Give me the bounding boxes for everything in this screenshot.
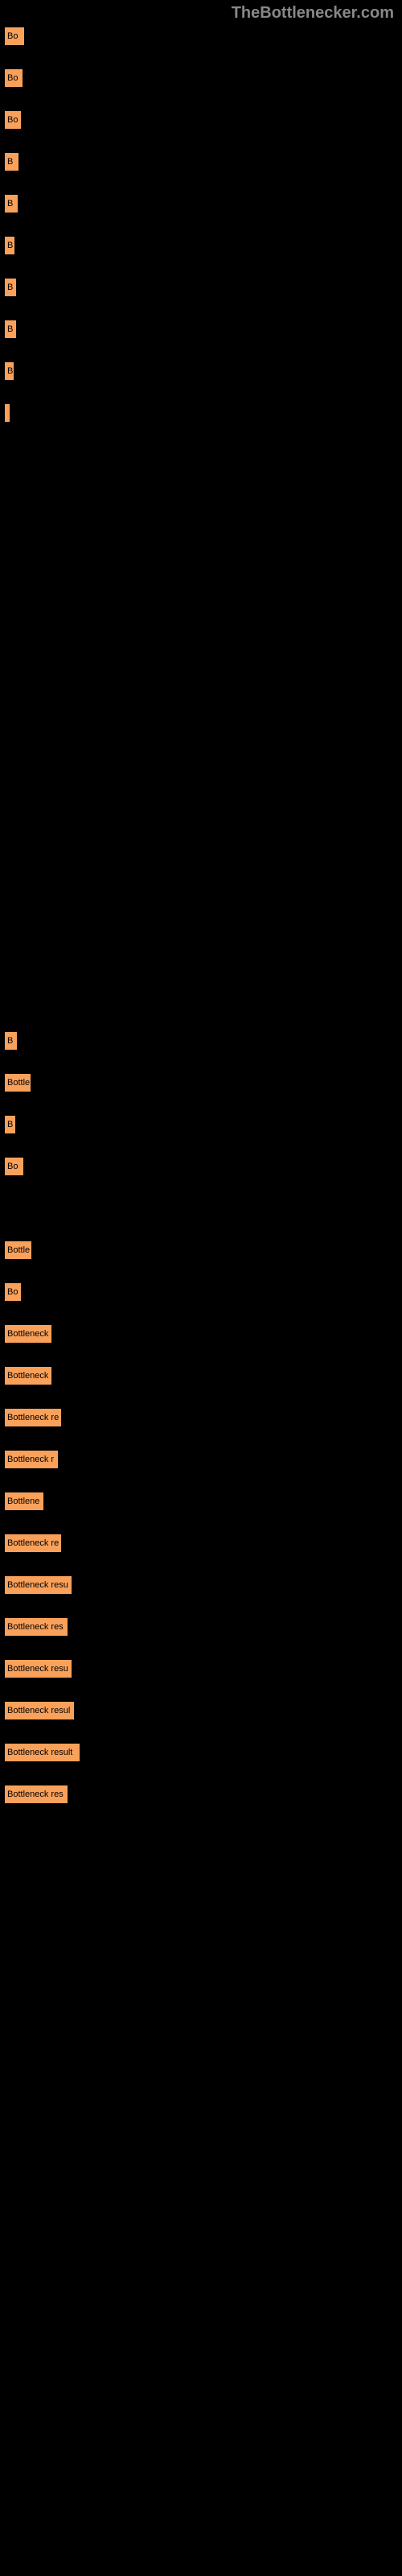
bar: Bottleneck res <box>4 1785 68 1804</box>
bar-row: B <box>4 278 398 297</box>
bar-row: Bottleneck re <box>4 1534 398 1553</box>
bar-row <box>4 738 398 758</box>
bar: Bottleneck result <box>4 1743 80 1762</box>
bar-row: Bottleneck resu <box>4 1575 398 1595</box>
bar: Bo <box>4 68 23 88</box>
bar-row: Bottleneck resu <box>4 1659 398 1678</box>
bar-row <box>4 445 398 464</box>
bar-row <box>4 947 398 967</box>
bar-row: Bo <box>4 1157 398 1176</box>
bar: B <box>4 361 14 381</box>
bar-row: B <box>4 1115 398 1134</box>
bar: Bottleneck resu <box>4 1575 72 1595</box>
bar-row: B <box>4 152 398 171</box>
bar: Bo <box>4 27 25 46</box>
bar: Bottleneck <box>4 1366 52 1385</box>
bar-row <box>4 487 398 506</box>
bar: B <box>4 236 15 255</box>
bar-row: Bottlene <box>4 1492 398 1511</box>
bar: Bottle <box>4 1241 32 1260</box>
bar-row <box>4 864 398 883</box>
bar-chart: Bo Bo Bo B B B B B B B Bottle B Bo Bottle Bo Bottleneck… <box>0 27 402 1804</box>
bar-row: Bottleneck r <box>4 1450 398 1469</box>
bar-row: Bo <box>4 27 398 46</box>
bar: Bottleneck r <box>4 1450 59 1469</box>
bar-row: Bottle <box>4 1073 398 1092</box>
bar-row <box>4 989 398 1009</box>
bar: B <box>4 278 17 297</box>
bar-row <box>4 571 398 590</box>
bar-row <box>4 906 398 925</box>
bar-row: B <box>4 320 398 339</box>
bar-row: Bo <box>4 68 398 88</box>
bar-row: Bottleneck <box>4 1366 398 1385</box>
bar: B <box>4 152 19 171</box>
bar-row <box>4 822 398 841</box>
bar-row <box>4 403 398 423</box>
bar: B <box>4 320 17 339</box>
bar-row: Bo <box>4 110 398 130</box>
bar <box>4 403 10 423</box>
bar-row: B <box>4 1031 398 1051</box>
bar-row: Bottleneck resul <box>4 1701 398 1720</box>
bar: Bottlene <box>4 1492 44 1511</box>
bar-row <box>4 613 398 632</box>
bar-row <box>4 654 398 674</box>
bar-row: Bo <box>4 1282 398 1302</box>
bar: B <box>4 1115 16 1134</box>
bar: Bottleneck re <box>4 1408 62 1427</box>
bar: Bottleneck re <box>4 1534 62 1553</box>
bar: Bo <box>4 110 22 130</box>
bar: Bo <box>4 1282 22 1302</box>
bar-row: B <box>4 361 398 381</box>
bar-row <box>4 696 398 716</box>
bar: B <box>4 1031 18 1051</box>
bar-row: Bottleneck res <box>4 1617 398 1637</box>
bar-row <box>4 780 398 799</box>
bar: Bottleneck resul <box>4 1701 75 1720</box>
bar: Bottleneck res <box>4 1617 68 1637</box>
bar-row: Bottleneck result <box>4 1743 398 1762</box>
bar: B <box>4 194 18 213</box>
bar: Bottleneck <box>4 1324 52 1344</box>
bar: Bo <box>4 1157 24 1176</box>
bar-row: B <box>4 194 398 213</box>
bar-row: Bottle <box>4 1241 398 1260</box>
bar: Bottle <box>4 1073 31 1092</box>
bar-row: Bottleneck res <box>4 1785 398 1804</box>
bar-row: Bottleneck re <box>4 1408 398 1427</box>
bar-row: B <box>4 236 398 255</box>
watermark: TheBottlenecker.com <box>232 4 394 22</box>
bar: Bottleneck resu <box>4 1659 72 1678</box>
bar-row <box>4 529 398 548</box>
bar-row: Bottleneck <box>4 1324 398 1344</box>
bar-row <box>4 1199 398 1218</box>
